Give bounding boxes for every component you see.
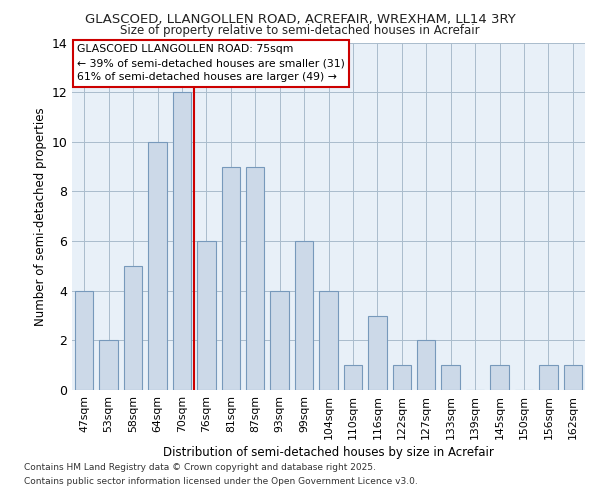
Bar — [319, 290, 338, 390]
Text: Contains HM Land Registry data © Crown copyright and database right 2025.: Contains HM Land Registry data © Crown c… — [24, 464, 376, 472]
Text: Contains public sector information licensed under the Open Government Licence v3: Contains public sector information licen… — [24, 477, 418, 486]
Bar — [344, 365, 362, 390]
X-axis label: Distribution of semi-detached houses by size in Acrefair: Distribution of semi-detached houses by … — [163, 446, 494, 459]
Bar — [368, 316, 386, 390]
Bar — [490, 365, 509, 390]
Bar — [271, 290, 289, 390]
Y-axis label: Number of semi-detached properties: Number of semi-detached properties — [34, 107, 47, 326]
Bar — [563, 365, 582, 390]
Bar — [124, 266, 142, 390]
Bar — [197, 241, 215, 390]
Bar — [417, 340, 436, 390]
Bar — [539, 365, 557, 390]
Bar — [295, 241, 313, 390]
Bar — [442, 365, 460, 390]
Text: GLASCOED, LLANGOLLEN ROAD, ACREFAIR, WREXHAM, LL14 3RY: GLASCOED, LLANGOLLEN ROAD, ACREFAIR, WRE… — [85, 12, 515, 26]
Bar — [173, 92, 191, 390]
Bar — [100, 340, 118, 390]
Text: GLASCOED LLANGOLLEN ROAD: 75sqm
← 39% of semi-detached houses are smaller (31)
6: GLASCOED LLANGOLLEN ROAD: 75sqm ← 39% of… — [77, 44, 345, 82]
Bar — [75, 290, 94, 390]
Bar — [246, 166, 265, 390]
Bar — [392, 365, 411, 390]
Bar — [148, 142, 167, 390]
Text: Size of property relative to semi-detached houses in Acrefair: Size of property relative to semi-detach… — [120, 24, 480, 37]
Bar — [221, 166, 240, 390]
